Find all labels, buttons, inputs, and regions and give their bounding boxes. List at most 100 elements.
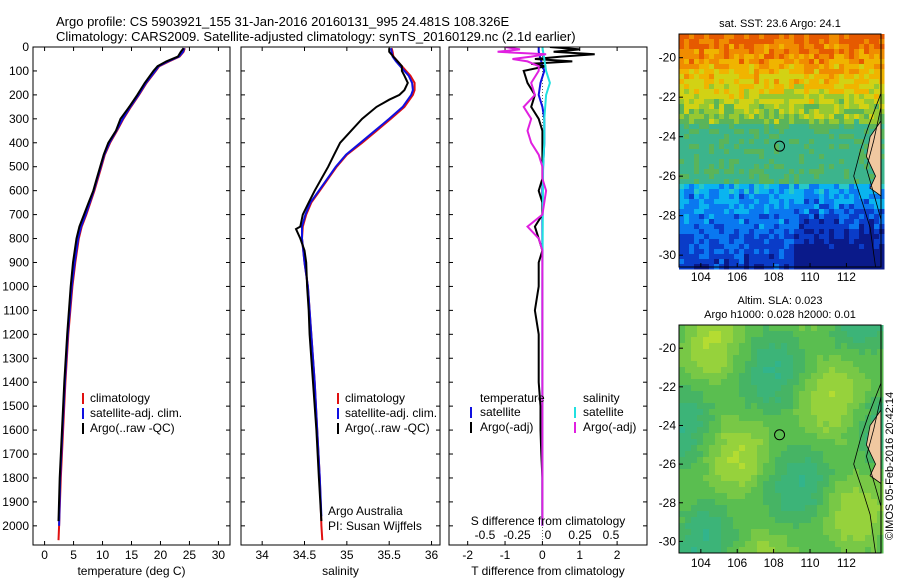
y-tick-label: 1600 <box>2 423 29 437</box>
heatmap-cell <box>844 114 850 120</box>
heatmap-cell <box>789 199 795 205</box>
heatmap-cell <box>824 164 830 170</box>
heatmap-cell <box>859 349 866 356</box>
heatmap-cell <box>694 249 700 255</box>
heatmap-cell <box>779 149 785 155</box>
heatmap-cell <box>775 451 782 458</box>
heatmap-cell <box>824 114 830 120</box>
heatmap-cell <box>724 254 730 260</box>
heatmap-cell <box>764 64 770 70</box>
heatmap-cell <box>784 94 790 100</box>
heatmap-cell <box>869 244 875 250</box>
heatmap-cell <box>699 249 705 255</box>
heatmap-cell <box>684 229 690 235</box>
heatmap-cell <box>745 475 752 482</box>
heatmap-cell <box>793 403 800 410</box>
y-tick-label: 300 <box>9 112 29 126</box>
heatmap-cell <box>859 254 865 260</box>
heatmap-cell <box>835 343 842 350</box>
heatmap-cell <box>805 493 812 500</box>
heatmap-cell <box>763 439 770 446</box>
heatmap-cell <box>874 79 880 85</box>
heatmap-cell <box>709 79 715 85</box>
heatmap-cell <box>679 361 686 368</box>
heatmap-cell <box>703 535 710 542</box>
heatmap-cell <box>679 54 685 60</box>
heatmap-cell <box>841 427 848 434</box>
heatmap-cell <box>817 517 824 524</box>
heatmap-cell <box>854 94 860 100</box>
heatmap-cell <box>714 179 720 185</box>
heatmap-cell <box>775 403 782 410</box>
heatmap-cell <box>754 34 760 40</box>
heatmap-cell <box>714 84 720 90</box>
heatmap-cell <box>865 385 872 392</box>
heatmap-cell <box>859 74 865 80</box>
heatmap-cell <box>805 505 812 512</box>
heatmap-cell <box>814 79 820 85</box>
heatmap-cell <box>774 159 780 165</box>
heatmap-cell <box>769 129 775 135</box>
heatmap-cell <box>745 373 752 380</box>
heatmap-cell <box>763 355 770 362</box>
heatmap-cell <box>784 39 790 45</box>
heatmap-cell <box>774 169 780 175</box>
heatmap-cell <box>864 259 870 265</box>
heatmap-cell <box>829 415 836 422</box>
heatmap-cell <box>729 189 735 195</box>
heatmap-cell <box>859 154 865 160</box>
heatmap-cell <box>865 391 872 398</box>
heatmap-cell <box>859 174 865 180</box>
heatmap-cell <box>811 325 818 332</box>
heatmap-cell <box>754 79 760 85</box>
heatmap-cell <box>744 124 750 130</box>
heatmap-cell <box>709 499 716 506</box>
heatmap-cell <box>775 355 782 362</box>
heatmap-cell <box>729 224 735 230</box>
heatmap-cell <box>859 204 865 210</box>
heatmap-cell <box>744 69 750 75</box>
heatmap-cell <box>754 189 760 195</box>
heatmap-cell <box>749 159 755 165</box>
heatmap-cell <box>814 44 820 50</box>
heatmap-cell <box>859 39 865 45</box>
heatmap-cell <box>744 239 750 245</box>
heatmap-cell <box>745 517 752 524</box>
heatmap-cell <box>739 229 745 235</box>
heatmap-cell <box>739 159 745 165</box>
heatmap-cell <box>745 529 752 536</box>
heatmap-cell <box>793 367 800 374</box>
heatmap-cell <box>729 124 735 130</box>
figure-title-line2: Climatology: CARS2009. Satellite-adjuste… <box>56 29 576 44</box>
x-tick-label: -1 <box>500 548 511 562</box>
heatmap-cell <box>709 144 715 150</box>
heatmap-cell <box>697 373 704 380</box>
heatmap-cell <box>819 79 825 85</box>
x-tick-label: 30 <box>212 548 226 562</box>
heatmap-cell <box>719 179 725 185</box>
heatmap-cell <box>689 64 695 70</box>
heatmap-cell <box>684 189 690 195</box>
heatmap-cell <box>699 114 705 120</box>
heatmap-cell <box>799 343 806 350</box>
heatmap-cell <box>835 505 842 512</box>
heatmap-cell <box>829 254 835 260</box>
heatmap-cell <box>679 184 685 190</box>
heatmap-cell <box>799 409 806 416</box>
heatmap-cell <box>754 219 760 225</box>
heatmap-cell <box>684 129 690 135</box>
heatmap-cell <box>871 529 878 536</box>
heatmap-cell <box>829 391 836 398</box>
heatmap-cell <box>739 144 745 150</box>
heatmap-cell <box>764 129 770 135</box>
heatmap-cell <box>793 475 800 482</box>
heatmap-cell <box>744 174 750 180</box>
heatmap-cell <box>759 134 765 140</box>
heatmap-cell <box>759 159 765 165</box>
map-frame <box>678 33 882 268</box>
heatmap-cell <box>864 124 870 130</box>
heatmap-cell <box>799 134 805 140</box>
heatmap-cell <box>719 169 725 175</box>
heatmap-cell <box>754 109 760 115</box>
heatmap-cell <box>847 529 854 536</box>
